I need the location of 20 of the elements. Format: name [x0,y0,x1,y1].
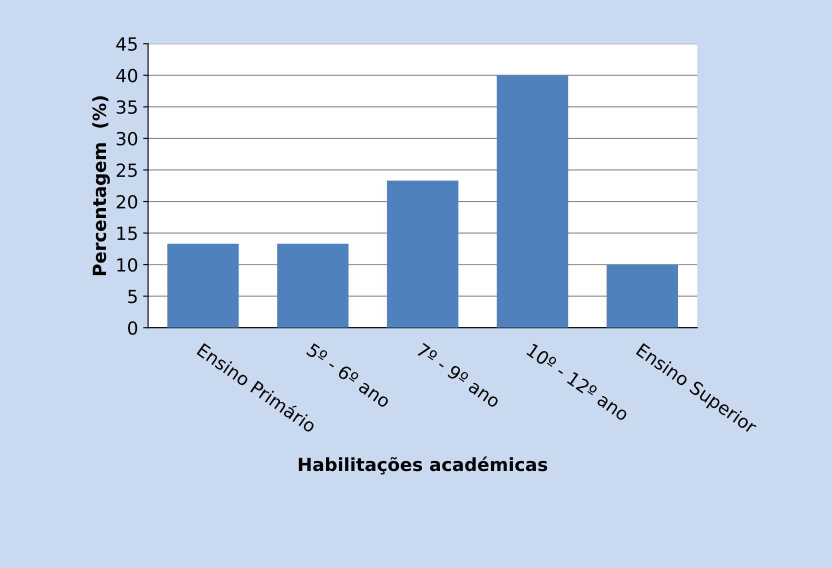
y-tick-label: 20 [116,194,138,209]
bar [277,244,349,328]
y-tick-label: 40 [116,68,138,82]
bar [167,244,239,328]
bar [386,180,458,328]
y-tick-label: 45 [116,37,137,51]
y-tick-label: 30 [116,132,138,146]
y-tick-label: 5 [128,290,137,304]
y-tick-label: 25 [116,163,137,178]
x-tick-label: 10º - 12º ano [526,343,630,422]
x-tick-label: 7º - 9º ano [416,342,502,408]
x-axis-title: Habilitações académicas [298,456,548,475]
y-tick-label: 15 [117,226,137,240]
bar [606,264,678,328]
x-tick-label: 5º - 6º ano [306,342,392,408]
y-tick-label: 10 [117,258,138,272]
y-axis-title: Percentagem (%) [92,96,110,276]
y-tick-label: 35 [116,100,137,114]
y-tick-label: 0 [128,321,138,335]
bar [496,75,568,328]
